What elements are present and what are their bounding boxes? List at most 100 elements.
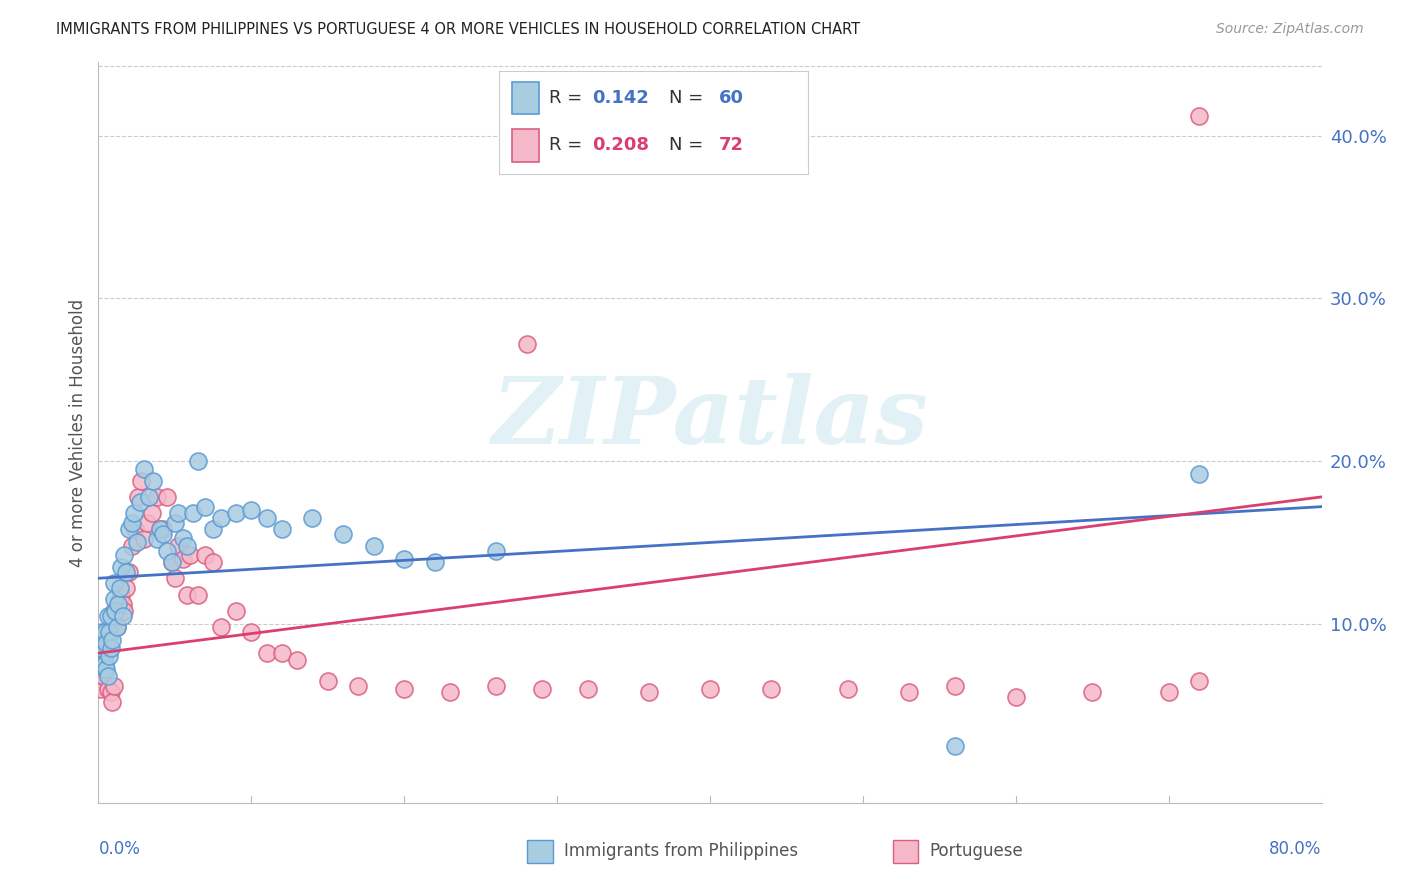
Point [100,620,122,634]
Point [93,657,115,672]
Point [112,549,135,563]
Point [423,555,446,569]
Point [97,681,120,696]
Point [91,657,114,672]
Point [93,662,115,676]
Point [93,624,115,639]
Point [90,641,112,656]
Point [104,604,127,618]
Point [699,681,721,696]
Point [115,565,138,579]
Point [91,646,114,660]
Point [1188,109,1211,123]
Text: 60: 60 [718,89,744,107]
Text: N =: N = [669,136,709,154]
Point [145,490,167,504]
Point [112,604,135,618]
Point [90,624,112,639]
Text: 0.208: 0.208 [592,136,650,154]
Point [270,523,292,537]
Text: ZIPatlas: ZIPatlas [492,373,928,463]
Point [107,608,129,623]
Text: R =: R = [548,89,588,107]
Point [256,646,278,660]
Point [110,588,132,602]
Point [100,608,122,623]
Point [97,636,120,650]
Point [156,490,179,504]
Point [128,495,150,509]
Point [163,516,186,530]
Point [1004,690,1026,704]
Point [439,685,461,699]
Bar [512,81,540,114]
Point [105,620,128,634]
Point [516,337,538,351]
Point [91,633,114,648]
Point [347,679,370,693]
Point [142,474,165,488]
Point [125,535,148,549]
Point [943,679,966,693]
Point [1081,685,1104,699]
Point [485,679,508,693]
Point [122,506,145,520]
Point [103,592,125,607]
Text: 80.0%: 80.0% [1270,840,1322,858]
Point [103,604,125,618]
Point [101,695,124,709]
Point [98,649,121,664]
Point [943,739,966,753]
Point [136,516,159,530]
Point [194,500,217,514]
Point [104,614,127,628]
Point [115,581,138,595]
Point [94,636,117,650]
Point [485,543,508,558]
Point [163,571,186,585]
Point [176,539,198,553]
Point [209,620,232,634]
Point [98,624,121,639]
Point [332,527,354,541]
Point [285,652,308,666]
Point [121,516,143,530]
Point [129,474,152,488]
Point [89,649,111,664]
Point [167,539,190,553]
Point [576,681,599,696]
Point [103,679,125,693]
Point [145,532,167,546]
Point [124,523,146,537]
Point [1157,685,1180,699]
Point [179,549,201,563]
Point [108,592,131,607]
Point [103,576,125,591]
Point [392,551,416,566]
Point [167,506,190,520]
Point [100,641,122,656]
Point [181,506,204,520]
Point [89,662,111,676]
Point [89,679,111,693]
Point [127,490,149,504]
Point [152,523,174,537]
Point [91,669,114,683]
Point [94,646,117,660]
Point [1188,467,1211,482]
Text: 0.0%: 0.0% [98,840,141,858]
Point [138,490,160,504]
Point [97,669,120,683]
Point [94,624,117,639]
Point [172,531,194,545]
Point [160,555,183,569]
Text: 72: 72 [718,136,744,154]
Point [118,523,141,537]
Text: IMMIGRANTS FROM PHILIPPINES VS PORTUGUESE 4 OR MORE VEHICLES IN HOUSEHOLD CORREL: IMMIGRANTS FROM PHILIPPINES VS PORTUGUES… [56,22,860,37]
Point [134,532,156,546]
Point [149,523,172,537]
Point [97,608,120,623]
Point [141,506,163,520]
Bar [512,128,540,161]
Text: Portuguese: Portuguese [929,842,1024,861]
